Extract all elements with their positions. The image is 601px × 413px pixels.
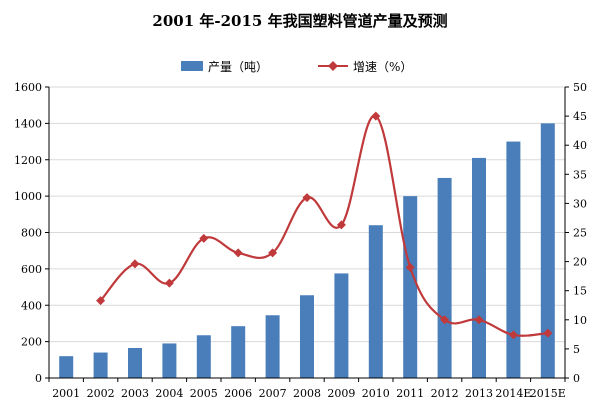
left-tick-label: 800 [21, 227, 42, 240]
x-tick-label: 2009 [327, 387, 355, 400]
right-tick-label: 40 [573, 139, 587, 152]
bar-2010 [368, 225, 383, 378]
bar-2014E [506, 141, 521, 378]
x-tick-label: 2008 [293, 387, 321, 400]
x-axis-labels: 2001 2002 2003 2004 2005 2006 2007 2008 2009 2010… [52, 387, 566, 400]
production-bars [59, 123, 555, 378]
growth-point-2007 [268, 248, 278, 258]
growth-point-2006 [233, 248, 243, 258]
growth-point-2002 [96, 296, 106, 306]
x-tick-label: 2013 [465, 387, 493, 400]
right-tick-label: 25 [573, 227, 587, 240]
x-tick-label: 2010 [362, 387, 390, 400]
x-tick-label: 2015E [530, 387, 566, 400]
x-tick-label: 2011 [396, 387, 424, 400]
growth-point-2015E [543, 328, 553, 338]
bar-2009 [334, 273, 349, 378]
right-tick-label: 50 [573, 81, 587, 94]
x-tick-label: 2005 [190, 387, 218, 400]
legend-label-production: 产量（吨） [208, 60, 268, 74]
right-tick-label: 45 [573, 110, 587, 123]
bar-2001 [59, 356, 74, 378]
growth-point-2005 [199, 233, 209, 243]
left-tick-label: 600 [21, 263, 42, 276]
right-tick-label: 10 [573, 314, 587, 327]
left-tick-label: 200 [21, 336, 42, 349]
right-axis-labels: 0 5 10 15 20 25 30 35 40 45 50 [573, 81, 587, 385]
growth-line [96, 111, 553, 340]
x-tick-label: 2006 [224, 387, 252, 400]
right-tick-label: 0 [573, 372, 580, 385]
legend-swatch-production [181, 61, 203, 71]
growth-point-2010 [371, 111, 381, 121]
x-tick-label: 2002 [87, 387, 115, 400]
chart-title: 2001 年-2015 年我国塑料管道产量及预测 [152, 12, 447, 30]
growth-point-2013 [474, 315, 484, 325]
growth-point-2003 [130, 259, 140, 269]
growth-point-2014E [508, 330, 518, 340]
left-tick-label: 1400 [14, 117, 42, 130]
left-tick-label: 1600 [14, 81, 42, 94]
x-tick-label: 2004 [155, 387, 183, 400]
growth-point-2011 [405, 262, 415, 272]
left-axis-labels: 0 200 400 600 800 1000 1200 1400 1600 [14, 81, 42, 385]
right-tick-label: 15 [573, 285, 587, 298]
legend-label-growth: 增速（%） [353, 60, 412, 74]
bar-2012 [437, 177, 452, 378]
bar-2015E [540, 123, 555, 378]
bar-2013 [472, 157, 486, 378]
left-tick-label: 400 [21, 299, 42, 312]
bar-2006 [231, 326, 246, 378]
left-tick-label: 0 [35, 372, 42, 385]
left-tick-label: 1200 [14, 154, 42, 167]
bar-2002 [93, 352, 108, 378]
x-tick-label: 2001 [52, 387, 80, 400]
legend-marker-growth [328, 61, 338, 71]
legend: 产量（吨） 增速（%） [181, 60, 412, 74]
right-tick-label: 35 [573, 168, 587, 181]
bar-2005 [196, 335, 211, 378]
left-tick-label: 1000 [14, 190, 42, 203]
bar-2007 [265, 315, 280, 378]
growth-point-2009 [336, 220, 346, 230]
x-tick-label: 2014E [495, 387, 531, 400]
right-tick-label: 30 [573, 197, 587, 210]
bar-2008 [300, 295, 314, 378]
right-tick-label: 5 [573, 343, 580, 356]
x-tick-label: 2012 [431, 387, 459, 400]
bar-2011 [403, 196, 418, 378]
growth-point-2004 [164, 278, 174, 288]
axes [45, 86, 569, 382]
right-tick-label: 20 [573, 256, 587, 269]
x-tick-label: 2007 [259, 387, 287, 400]
growth-point-2008 [302, 193, 312, 203]
growth-point-2012 [440, 315, 450, 325]
bar-2003 [128, 347, 142, 378]
bar-2004 [162, 343, 177, 378]
x-tick-label: 2003 [121, 387, 149, 400]
